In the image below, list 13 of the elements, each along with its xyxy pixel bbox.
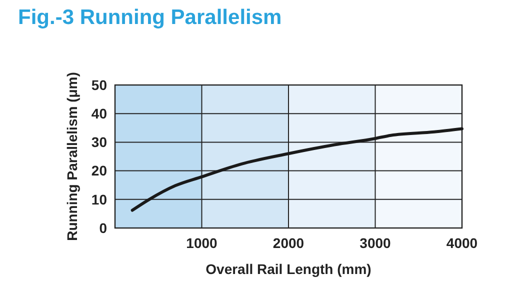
x-axis-title: Overall Rail Length (mm) xyxy=(206,261,372,277)
chart-title: Fig.-3 Running Parallelism xyxy=(18,6,282,29)
y-tick-label: 50 xyxy=(91,76,108,93)
y-tick-label: 20 xyxy=(91,162,108,179)
y-axis-title: Running Parallelism (μm) xyxy=(64,72,80,241)
x-tick-label: 3000 xyxy=(360,235,392,251)
y-tick-label: 30 xyxy=(91,134,108,150)
y-tick-label: 0 xyxy=(99,220,108,236)
x-tick-label: 2000 xyxy=(272,235,304,251)
y-tick-label: 10 xyxy=(91,191,108,208)
y-tick-label: 40 xyxy=(91,106,108,122)
x-tick-label: 1000 xyxy=(186,235,218,251)
x-tick-label: 4000 xyxy=(446,235,478,251)
